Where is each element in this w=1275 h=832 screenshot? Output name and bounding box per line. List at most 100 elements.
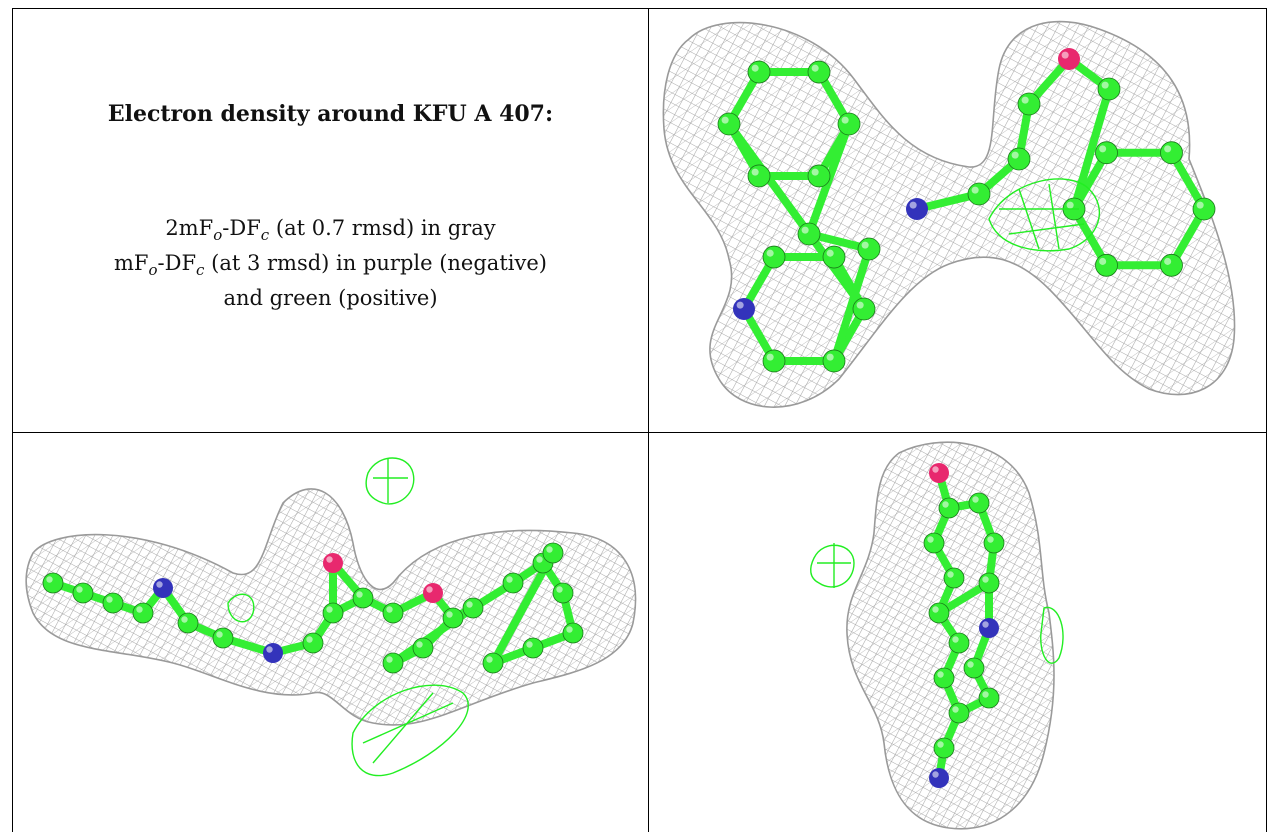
- carbon-atom: [822, 245, 846, 269]
- carbon-atom: [542, 542, 564, 564]
- atom-highlight: [861, 241, 869, 249]
- atom-highlight: [386, 606, 393, 613]
- carbon-atom: [963, 657, 985, 679]
- nitrogen-atom: [153, 578, 173, 598]
- ligand-atoms: [717, 48, 1216, 373]
- oxygen-atom: [929, 463, 949, 483]
- atom-highlight: [751, 168, 759, 176]
- carbon-atom: [762, 349, 786, 373]
- caption-cell: Electron density around KFU A 407: 2mFo-…: [13, 9, 648, 432]
- atom-highlight: [1196, 201, 1204, 209]
- nitrogen-atom: [979, 618, 999, 638]
- carbon-atom: [102, 592, 124, 614]
- atom-highlight: [811, 64, 819, 72]
- carbon-atom: [562, 622, 584, 644]
- table-top-border: [12, 8, 1267, 9]
- positive-difference-mesh: [227, 593, 255, 623]
- molecule-render: [662, 20, 1236, 408]
- carbon-atom: [1095, 253, 1118, 277]
- carbon-atom: [857, 237, 881, 261]
- atom-highlight: [536, 556, 543, 563]
- carbon-atom: [482, 652, 504, 674]
- carbon-atom: [933, 737, 955, 759]
- atom-highlight: [982, 576, 989, 583]
- carbon-atom: [72, 582, 94, 604]
- atom-highlight: [766, 249, 774, 257]
- atom-highlight: [736, 301, 744, 309]
- table-right-border: [1266, 8, 1267, 832]
- carbon-atom: [462, 597, 484, 619]
- legend-line-positive: and green (positive): [223, 286, 438, 311]
- nitrogen-atom: [733, 298, 755, 320]
- carbon-atom: [978, 572, 1000, 594]
- atom-highlight: [971, 186, 979, 194]
- atom-highlight: [466, 601, 473, 608]
- positive-difference-mesh: [988, 178, 1100, 252]
- atom-highlight: [76, 586, 83, 593]
- atom-highlight: [1061, 51, 1069, 59]
- density-view-end-on: [649, 433, 1266, 832]
- carbon-atom: [978, 687, 1000, 709]
- density-view-top: [649, 9, 1266, 432]
- carbon-atom: [938, 497, 960, 519]
- atom-highlight: [356, 591, 363, 598]
- atom-highlight: [952, 636, 959, 643]
- carbon-atom: [747, 164, 771, 188]
- atom-highlight: [216, 631, 223, 638]
- atom-highlight: [386, 656, 393, 663]
- atom-highlight: [952, 706, 959, 713]
- carbon-atom: [923, 532, 945, 554]
- carbon-atom: [948, 632, 970, 654]
- table-center-border: [648, 8, 649, 832]
- atom-highlight: [982, 691, 989, 698]
- carbon-atom: [1160, 141, 1183, 165]
- bond: [725, 120, 868, 313]
- carbon-atom: [382, 652, 404, 674]
- atom-highlight: [266, 646, 273, 653]
- atom-highlight: [947, 571, 954, 578]
- atom-highlight: [972, 496, 979, 503]
- atom-highlight: [1164, 145, 1172, 153]
- atom-highlight: [932, 466, 939, 473]
- table-middle-border: [12, 432, 1267, 433]
- atom-highlight: [909, 201, 917, 209]
- carbon-atom: [762, 245, 786, 269]
- carbon-atom: [983, 532, 1005, 554]
- atom-highlight: [826, 353, 834, 361]
- atom-highlight: [811, 168, 819, 176]
- carbon-atom: [837, 112, 861, 136]
- carbon-atom: [302, 632, 324, 654]
- nitrogen-atom: [263, 643, 283, 663]
- atom-highlight: [987, 536, 994, 543]
- carbon-atom: [322, 602, 344, 624]
- positive-difference-mesh: [351, 684, 469, 777]
- atom-highlight: [446, 611, 453, 618]
- atom-highlight: [486, 656, 493, 663]
- atom-highlight: [1021, 96, 1029, 104]
- carbon-atom: [822, 349, 846, 373]
- atom-highlight: [982, 621, 989, 628]
- oxygen-atom: [1058, 48, 1080, 70]
- atom-highlight: [306, 636, 313, 643]
- atom-highlight: [546, 546, 553, 553]
- atom-highlight: [1101, 81, 1109, 89]
- density-mesh-2fofc: [662, 20, 1236, 408]
- carbon-atom: [968, 492, 990, 514]
- nitrogen-atom: [929, 768, 949, 788]
- carbon-atom: [1192, 197, 1216, 221]
- atom-highlight: [841, 116, 849, 124]
- atom-highlight: [937, 671, 944, 678]
- atom-highlight: [156, 581, 163, 588]
- carbon-atom: [1095, 141, 1118, 165]
- carbon-atom: [797, 222, 821, 246]
- figure-title: Electron density around KFU A 407:: [107, 101, 554, 127]
- carbon-atom: [717, 112, 741, 136]
- atom-highlight: [801, 226, 809, 234]
- atom-highlight: [1099, 145, 1107, 153]
- atom-highlight: [46, 576, 53, 583]
- atom-highlight: [751, 64, 759, 72]
- carbon-atom: [1007, 147, 1031, 171]
- carbon-atom: [552, 582, 574, 604]
- oxygen-atom: [323, 553, 343, 573]
